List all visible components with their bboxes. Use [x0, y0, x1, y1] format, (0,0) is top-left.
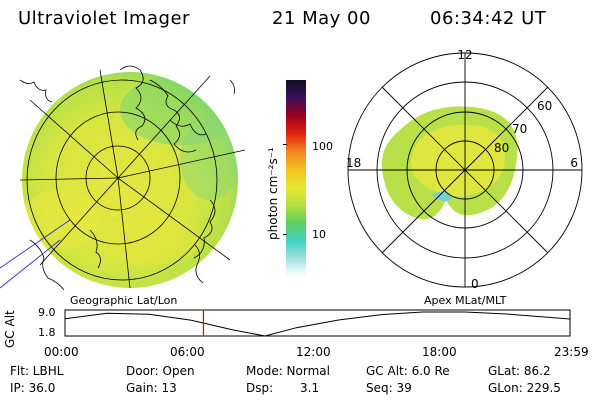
altitude-xtick-0: 00:00 — [44, 345, 79, 359]
colorbar-unit-label: photon cm⁻²s⁻¹ — [266, 147, 280, 240]
status-door: Door: Open — [126, 364, 195, 378]
altitude-curve — [64, 311, 570, 337]
altitude-ytick-high: 9.0 — [38, 306, 56, 319]
geographic-map — [0, 65, 246, 290]
status-gain: Gain: 13 — [126, 381, 177, 395]
altitude-xtick-1: 06:00 — [170, 345, 205, 359]
projection-label-left: Geographic Lat/Lon — [70, 294, 178, 307]
lat-label-80: 80 — [494, 141, 509, 155]
status-seq: Seq: 39 — [366, 381, 412, 395]
colorbar-tick — [283, 234, 287, 235]
altitude-xtick-2: 12:00 — [296, 345, 331, 359]
lat-label-70: 70 — [512, 122, 527, 136]
time-label: 06:34:42 UT — [430, 8, 547, 29]
status-dsp-value: 3.1 — [300, 381, 320, 395]
altitude-ytick-low: 1.8 — [38, 326, 56, 339]
status-gc-alt: GC Alt: 6.0 Re — [366, 364, 450, 378]
status-mode: Mode: Normal — [246, 364, 330, 378]
status-dsp-label: Dsp: — [246, 381, 274, 395]
altitude-xtick-3: 18:00 — [422, 345, 457, 359]
altitude-plot — [64, 309, 571, 337]
date-label: 21 May 00 — [272, 8, 371, 29]
altitude-xtick-4: 23:59 — [554, 345, 589, 359]
geo-coastlines — [19, 65, 235, 290]
polar-plot: 12 18 6 0 60 70 80 — [346, 48, 583, 291]
footprint-line — [0, 219, 71, 269]
colorbar-gradient — [286, 80, 306, 276]
mlt-label-0: 0 — [471, 277, 479, 291]
auroral-patch — [432, 191, 452, 202]
status-glon: GLon: 229.5 — [488, 381, 561, 395]
geo-grid — [19, 69, 246, 289]
mlt-label-12: 12 — [457, 48, 472, 62]
instrument-title: Ultraviolet Imager — [18, 8, 190, 29]
mlt-label-18: 18 — [346, 156, 361, 170]
status-glat: GLat: 86.2 — [488, 364, 551, 378]
footprint-line — [0, 239, 61, 289]
colorbar-tick — [283, 144, 287, 145]
status-ip: IP: 36.0 — [10, 381, 56, 395]
lat-label-60: 60 — [537, 99, 552, 113]
colorbar-tick-label-100: 100 — [312, 140, 333, 153]
auroral-core — [411, 124, 505, 197]
colorbar — [283, 80, 306, 276]
colorbar-tick-label-10: 10 — [312, 228, 326, 241]
projection-label-right: Apex MLat/MLT — [424, 294, 507, 307]
altitude-plot-frame — [64, 309, 571, 337]
altitude-ylabel: GC Alt — [3, 310, 17, 348]
mlt-label-6: 6 — [570, 156, 578, 170]
polar-grid — [347, 52, 583, 288]
status-flt: Flt: LBHL — [10, 364, 64, 378]
